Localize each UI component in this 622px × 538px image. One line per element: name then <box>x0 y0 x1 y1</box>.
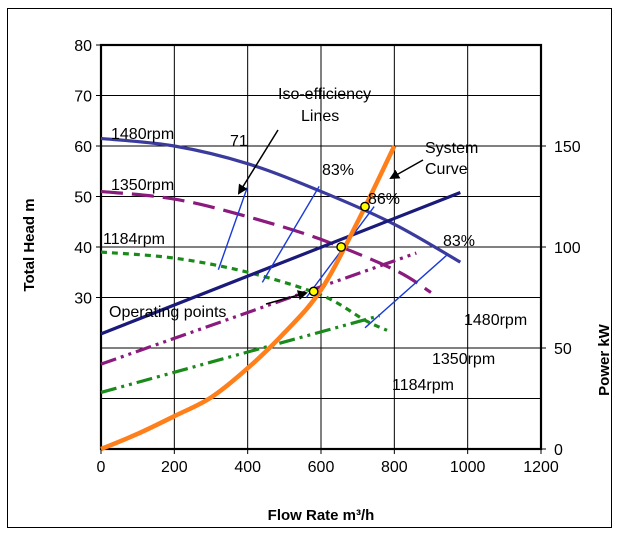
annotation-system-2: Curve <box>425 161 468 178</box>
x-axis-label: Flow Rate m³/h <box>268 507 375 524</box>
y-right-tick-label: 50 <box>554 341 572 358</box>
x-tick-label: 1000 <box>450 459 486 476</box>
label-power-1350: 1350rpm <box>432 351 495 368</box>
y-right-tick-label: 150 <box>554 139 581 156</box>
label-power-1480: 1480rpm <box>464 312 527 329</box>
system-curve-arrow <box>389 159 424 179</box>
y-left-tick-label: 50 <box>74 190 92 207</box>
x-tick-label: 800 <box>381 459 408 476</box>
x-tick-label: 1200 <box>523 459 559 476</box>
annotation-iso-title-1: Iso-efficiency <box>278 86 371 103</box>
annotation-iso-title-2: Lines <box>301 108 339 125</box>
iso-efficiency-arrow <box>237 129 279 195</box>
power-curve-1184rpm <box>100 314 381 394</box>
y-right-tick-label: 0 <box>554 442 563 459</box>
x-tick-label: 200 <box>161 459 188 476</box>
x-tick-label: 600 <box>308 459 335 476</box>
operating-point-marker <box>308 286 319 297</box>
chart-frame <box>7 8 612 528</box>
head-curve-1350rpm <box>100 189 432 294</box>
iso-efficiency-line-71 <box>217 186 249 270</box>
y-axis-label-left: Total Head m <box>21 198 38 291</box>
operating-point-marker <box>336 242 347 252</box>
y-axis-label-right: Power kW <box>596 323 613 396</box>
y-left-tick-label: 30 <box>74 291 92 308</box>
iso-efficiency-line-83% <box>364 254 448 329</box>
y-left-tick-label: 80 <box>74 38 92 55</box>
label-head-1480: 1480rpm <box>111 126 174 143</box>
label-power-1184: 1184rpm <box>392 377 454 394</box>
x-tick-label: 0 <box>97 459 106 476</box>
label-eff-86: 86% <box>368 191 400 208</box>
y-right-tick-label: 100 <box>554 240 581 257</box>
operating-points-arrow <box>265 290 308 305</box>
y-left-tick-label: 60 <box>74 139 92 156</box>
y-left-tick-label: 40 <box>74 240 92 257</box>
system-curve <box>100 145 397 452</box>
annotation-operating-points: Operating points <box>109 304 226 321</box>
x-tick-label: 400 <box>234 459 261 476</box>
head-curve-1480rpm <box>100 136 462 264</box>
label-eff-71: 71 <box>230 133 248 150</box>
operating-point-marker <box>360 201 370 212</box>
annotation-system-1: System <box>425 140 478 157</box>
power-curve-1480rpm <box>100 190 461 336</box>
iso-efficiency-line-83% <box>261 186 320 283</box>
label-eff-83b: 83% <box>443 233 475 250</box>
label-head-1350: 1350rpm <box>111 177 174 194</box>
label-head-1184: 1184rpm <box>103 231 165 248</box>
y-left-tick-label: 70 <box>74 89 92 106</box>
label-eff-83a: 83% <box>322 162 354 179</box>
